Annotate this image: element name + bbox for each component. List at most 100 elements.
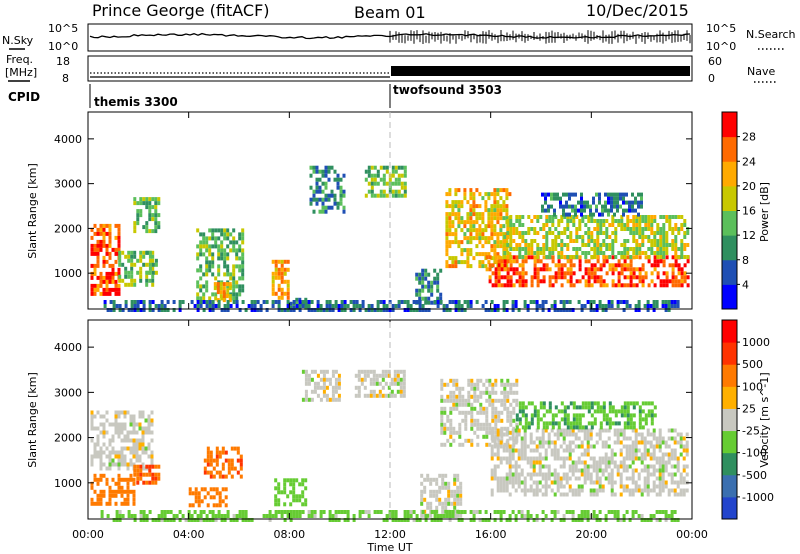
echo-cell [196, 514, 200, 518]
echo-cell [499, 476, 503, 481]
echo-cell [577, 456, 581, 461]
echo-cell [667, 452, 671, 457]
echo-cell [283, 486, 287, 491]
echo-cell [90, 414, 94, 419]
echo-cell [556, 510, 560, 514]
echo-cell [590, 401, 594, 406]
echo-cell [473, 418, 477, 423]
echo-cell [271, 283, 275, 288]
echo-cell [589, 476, 593, 481]
echo-cell [421, 272, 425, 277]
echo-cell [403, 518, 407, 522]
echo-cell [545, 219, 549, 223]
echo-cell [637, 192, 640, 197]
echo-cell [629, 227, 633, 231]
echo-cell [556, 436, 560, 441]
echo-cell [535, 456, 539, 461]
echo-cell [494, 275, 498, 280]
echo-cell [644, 413, 648, 418]
echo-cell [553, 444, 557, 449]
echo-cell [535, 518, 539, 522]
echo-cell [367, 308, 371, 312]
echo-cell [96, 287, 100, 292]
echo-cell [427, 296, 431, 301]
echo-cell [554, 263, 558, 268]
echo-cell [390, 381, 394, 386]
echo-cell [535, 492, 539, 497]
echo-cell [139, 468, 143, 473]
echo-cell [553, 300, 557, 304]
noise-search-series [389, 30, 691, 44]
echo-cell [217, 510, 221, 514]
echo-cell [277, 486, 281, 491]
echo-cell [605, 283, 609, 288]
echo-cell [469, 304, 473, 308]
echo-cell [238, 236, 242, 241]
echo-cell [610, 460, 614, 465]
echo-cell [566, 405, 570, 410]
echo-cell [665, 247, 669, 251]
echo-cell [580, 488, 584, 493]
echo-cell [108, 450, 112, 455]
echo-cell [542, 267, 546, 272]
echo-cell [584, 283, 588, 288]
echo-cell [488, 382, 492, 387]
echo-cell [529, 460, 533, 465]
echo-cell [292, 514, 296, 518]
echo-cell [117, 267, 121, 272]
echo-cell [451, 240, 455, 245]
echo-cell [334, 377, 338, 382]
echo-cell [631, 468, 635, 473]
echo-cell [646, 452, 650, 457]
echo-cell [199, 264, 203, 269]
echo-cell [271, 275, 275, 280]
echo-cell [163, 510, 167, 514]
echo-cell [99, 493, 103, 498]
echo-cell [535, 444, 539, 449]
echo-cell [117, 450, 121, 455]
echo-cell [220, 308, 224, 312]
echo-cell [521, 283, 525, 288]
echo-cell [337, 393, 341, 398]
echo-cell [438, 501, 442, 506]
echo-cell [496, 216, 500, 221]
echo-cell [274, 514, 278, 518]
echo-cell [280, 514, 284, 518]
noise-panel: N.Sky 10^5 10^0 10^5 10^0 N.Search [2, 22, 796, 53]
echo-cell [292, 498, 296, 503]
echo-cell [502, 456, 506, 461]
echo-cell [105, 430, 109, 435]
echo-cell [505, 308, 509, 312]
echo-cell [646, 476, 650, 481]
echo-cell [372, 369, 376, 374]
echo-cell [529, 488, 533, 493]
echo-cell [490, 300, 494, 304]
freq-unit-label: [MHz] [5, 66, 37, 79]
echo-cell [500, 275, 504, 280]
echo-cell [662, 235, 666, 239]
echo-cell [148, 308, 152, 312]
echo-cell [602, 239, 606, 243]
echo-cell [643, 448, 647, 453]
echo-cell [554, 271, 558, 276]
echo-cell [491, 283, 495, 288]
echo-cell [241, 514, 245, 518]
echo-cell [227, 470, 231, 475]
nave-label: Nave [747, 65, 775, 78]
echo-cell [644, 271, 648, 276]
echo-cell [559, 476, 563, 481]
echo-cell [506, 259, 510, 264]
echo-cell [581, 219, 585, 223]
echo-cell [466, 220, 470, 225]
echo-cell [571, 308, 575, 312]
echo-cell [674, 223, 678, 227]
echo-cell [622, 460, 626, 465]
echo-cell [199, 514, 203, 518]
echo-cell [475, 510, 479, 514]
echo-cell [394, 181, 398, 186]
echo-cell [628, 204, 631, 209]
echo-cell [235, 514, 239, 518]
echo-cell [325, 304, 329, 308]
echo-cell [490, 212, 494, 217]
echo-cell [665, 283, 669, 288]
